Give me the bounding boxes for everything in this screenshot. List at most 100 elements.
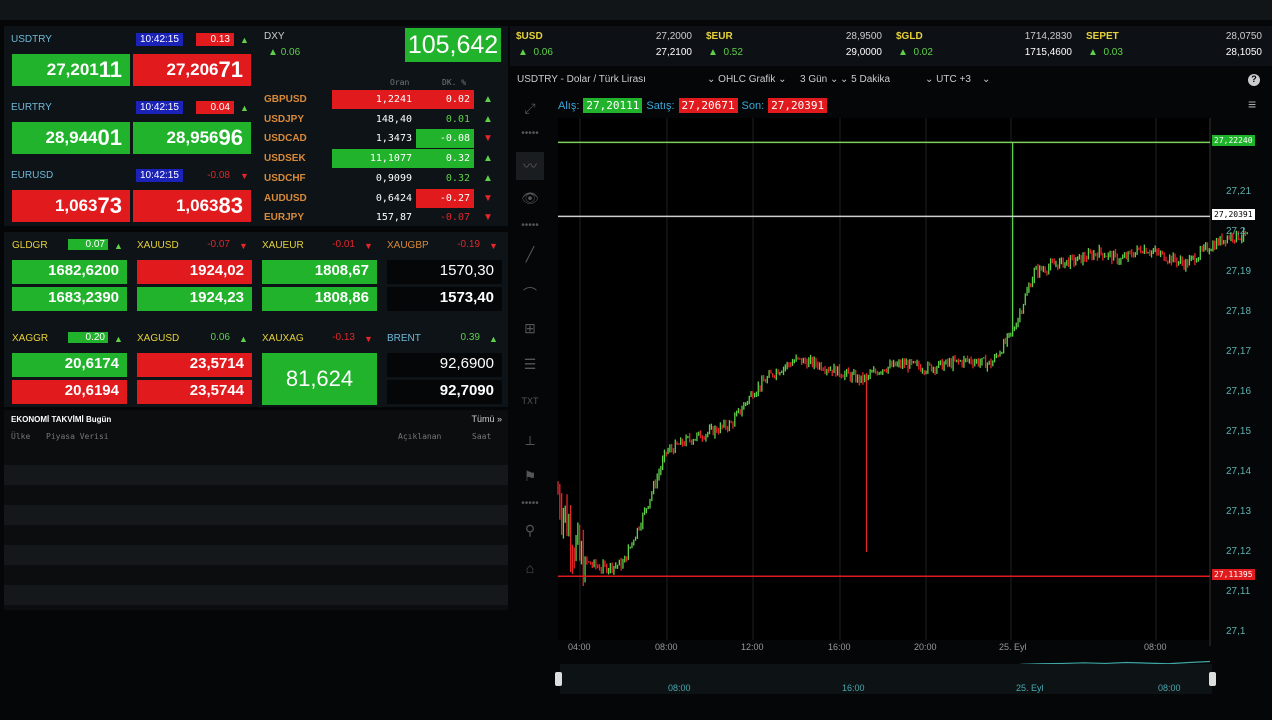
symbol-eurusd[interactable]: EURUSD (11, 170, 54, 181)
interval-select[interactable]: ⌄ 5 Dakika (840, 74, 891, 85)
ask-value: 27,20671 (678, 98, 738, 113)
arrow-up-icon: ▲ (114, 334, 123, 344)
ask-price[interactable]: 1808,86 (262, 287, 377, 311)
ask-price[interactable]: 92,7090 (387, 380, 502, 404)
bid-price[interactable]: 1682,6200 (12, 260, 127, 284)
last-value: 27,20391 (768, 98, 828, 113)
metal-symbol[interactable]: XAUGBP (387, 240, 429, 251)
bid-price[interactable]: 1570,30 (387, 260, 502, 284)
ask-price[interactable]: 23,5744 (137, 380, 252, 404)
bid-price[interactable]: 1808,67 (262, 260, 377, 284)
help-icon[interactable]: ? (1248, 74, 1260, 86)
change-badge: -0.08 (207, 170, 230, 181)
ask-price[interactable]: 20,6194 (12, 380, 127, 404)
ask-price[interactable]: 27,206 71 (133, 54, 251, 86)
y-tick-label: 27,2 (1226, 226, 1246, 237)
ticker-1[interactable]: $EUR ▲ 0.52 28,9500 29,0000 (706, 29, 882, 65)
ask-price[interactable]: 1924,23 (137, 287, 252, 311)
ticker-3[interactable]: SEPET ▲ 0.03 28,0750 28,1050 (1086, 29, 1262, 65)
ticker-2[interactable]: $GLD ▲ 0.02 1714,2830 1715,4600 (896, 29, 1072, 65)
ask-price[interactable]: 28,956 96 (133, 122, 251, 154)
menu-icon[interactable]: ≡ (1248, 96, 1257, 112)
metal-symbol[interactable]: XAGUSD (137, 333, 180, 344)
fx-row[interactable]: AUDUSD 0,6424 -0.27 ▼ (262, 188, 507, 208)
range-select[interactable]: 3 Gün ⌄ (800, 74, 839, 85)
fx-change: -0.27 (416, 188, 474, 208)
bid-price[interactable]: 20,6174 (12, 353, 127, 377)
metal-symbol[interactable]: BRENT (387, 333, 421, 344)
ticker-change: ▲ 0.02 (898, 47, 933, 58)
last-price-label: 27,20391 (1212, 209, 1255, 221)
navigator-left-handle[interactable] (555, 672, 562, 686)
zoom-icon[interactable]: ⚲ (524, 522, 536, 538)
ticker-ask: 1715,4600 (1024, 47, 1072, 58)
calendar-row (4, 545, 508, 565)
calendar-all-link[interactable]: Tümü » (471, 414, 502, 424)
ohlc-chart[interactable] (550, 116, 1272, 706)
fx-row[interactable]: USDSEK 11,1077 0.32 ▲ (262, 149, 507, 169)
fx-symbol: USDCAD (264, 133, 307, 145)
line-tool-icon[interactable]: ╱ (525, 246, 535, 262)
bid-price[interactable]: 28,944 01 (12, 122, 130, 154)
ask-price[interactable]: 1573,40 (387, 287, 502, 311)
change-value: -0.01 (332, 239, 355, 250)
ask-price[interactable]: 1,063 83 (133, 190, 251, 222)
ticker-symbol: SEPET (1086, 31, 1119, 42)
flag-icon[interactable]: ⚑ (523, 468, 537, 484)
change-value: 0.07 (68, 239, 108, 250)
dxy-value[interactable]: 105,642 (405, 28, 501, 62)
fx-row[interactable]: EURJPY 157,87 -0.07 ▼ (262, 208, 507, 227)
y-tick-label: 27,1 (1226, 626, 1246, 637)
calendar-row (4, 505, 508, 525)
separator-icon: ••••• (521, 498, 539, 509)
crosshair-icon[interactable]: ⊞ (524, 320, 536, 336)
arrow-up-icon: ▲ (114, 241, 123, 251)
fx-row[interactable]: GBPUSD 1,2241 0.02 ▲ (262, 90, 507, 109)
arrow-down-icon: ▼ (239, 241, 248, 251)
fx-row[interactable]: USDJPY 148,40 0.01 ▲ (262, 110, 507, 129)
arrow-up-icon: ▲ (268, 47, 278, 58)
ticker-0[interactable]: $USD ▲ 0.06 27,2000 27,2100 (516, 29, 692, 65)
bid-price[interactable]: 1924,02 (137, 260, 252, 284)
ticker-bid: 27,2000 (655, 31, 692, 42)
hide-icon[interactable]: 👁 (521, 190, 539, 206)
fibonacci-icon[interactable]: ☰ (523, 356, 537, 372)
chart-quotes: Alış: 27,20111 Satış: 27,20671 Son: 27,2… (558, 98, 828, 113)
timezone-select[interactable]: ⌄ UTC +3 ⌄ (925, 74, 991, 85)
metal-symbol[interactable]: XAUXAG (262, 333, 304, 344)
fx-rate: 157,87 (375, 212, 412, 224)
x-tick-label: 08:00 (655, 642, 678, 652)
bid-price[interactable]: 1,063 73 (12, 190, 130, 222)
calendar-row (4, 465, 508, 485)
text-tool-icon[interactable]: TXT (521, 396, 539, 406)
fx-row[interactable]: USDCHF 0,9099 0.32 ▲ (262, 169, 507, 188)
ratio-value[interactable]: 81,624 (262, 353, 377, 405)
symbol-usdtry[interactable]: USDTRY (11, 34, 52, 45)
fx-symbol: USDJPY (264, 113, 305, 125)
change-value: 0.20 (68, 332, 108, 343)
measure-icon[interactable]: ⟂ (525, 432, 535, 448)
bid-price[interactable]: 27,201 11 (12, 54, 130, 86)
fullscreen-icon[interactable]: ⤢ (524, 100, 536, 116)
bid-price[interactable]: 92,6900 (387, 353, 502, 377)
ask-price[interactable]: 1683,2390 (12, 287, 127, 311)
metal-symbol[interactable]: XAUEUR (262, 240, 304, 251)
path-tool-icon[interactable]: ⌒ (523, 286, 537, 302)
reset-icon[interactable]: ⌂ (525, 560, 535, 576)
navigator-right-handle[interactable] (1209, 672, 1216, 686)
fx-symbol: EURJPY (264, 212, 305, 224)
fx-rate: 148,40 (375, 113, 412, 125)
navigator[interactable] (560, 664, 1212, 694)
calendar-day[interactable]: Bugün (85, 415, 112, 424)
fx-change: -0.08 (416, 129, 474, 149)
bid-price[interactable]: 23,5714 (137, 353, 252, 377)
fx-rate: 0,9099 (375, 172, 412, 184)
trend-tool-icon[interactable]: 〰 (516, 152, 544, 180)
fx-row[interactable]: USDCAD 1,3473 -0.08 ▼ (262, 129, 507, 149)
metal-symbol[interactable]: GLDGR (12, 240, 48, 251)
ticker-ask: 27,2100 (655, 47, 692, 58)
metal-symbol[interactable]: XAUUSD (137, 240, 179, 251)
metal-symbol[interactable]: XAGGR (12, 333, 49, 344)
symbol-eurtry[interactable]: EURTRY (11, 102, 52, 113)
chart-type-select[interactable]: ⌄ OHLC Grafik ⌄ (707, 74, 787, 85)
